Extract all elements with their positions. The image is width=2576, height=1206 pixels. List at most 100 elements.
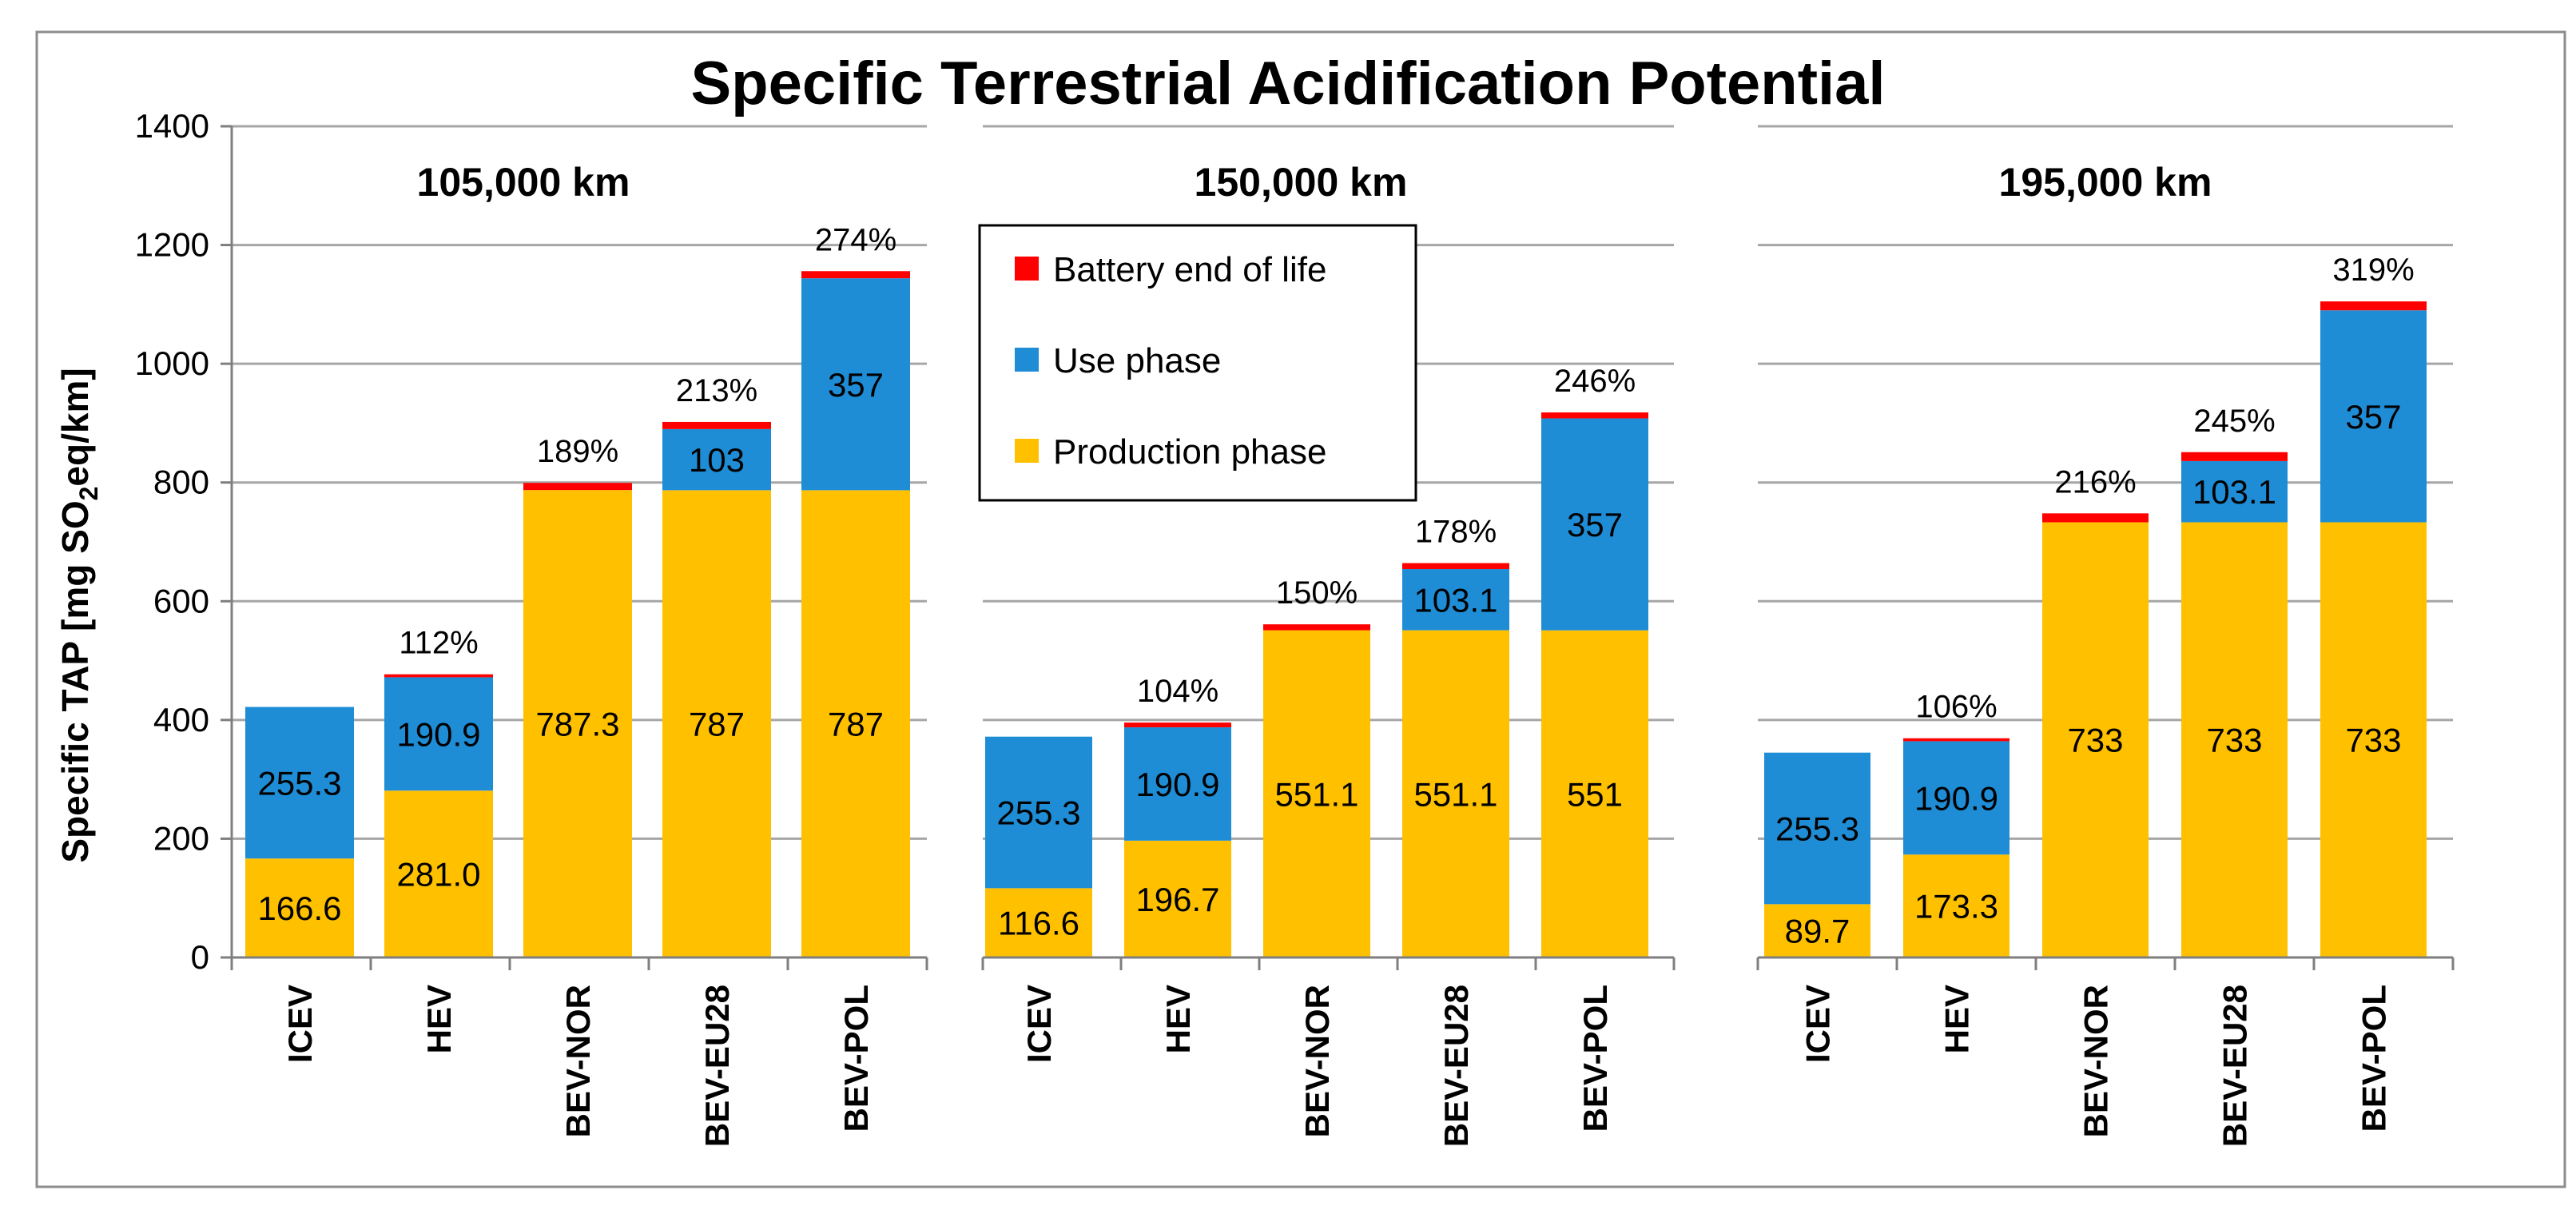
data-label-use: 190.9 bbox=[1914, 779, 1998, 817]
bar-segment-use bbox=[1903, 741, 2010, 855]
legend-swatch-use bbox=[1015, 348, 1039, 372]
x-tick-label: BEV-NOR bbox=[559, 985, 597, 1137]
percent-label: 245% bbox=[2193, 404, 2275, 439]
bar-segment-production bbox=[662, 490, 771, 957]
y-axis-label-main: Specific TAP [mg SO bbox=[54, 500, 96, 862]
bar-segment-production bbox=[1402, 630, 1509, 957]
data-label-use: 255.3 bbox=[257, 764, 341, 802]
percent-label: 319% bbox=[2332, 253, 2414, 288]
bars-layer bbox=[245, 271, 2427, 957]
bar-segment-battery bbox=[2042, 513, 2149, 523]
bar-segment-battery bbox=[1541, 412, 1648, 419]
y-tick-label: 400 bbox=[153, 701, 209, 738]
bar-segment-battery bbox=[1903, 738, 2010, 742]
bar-segment-battery bbox=[523, 483, 632, 491]
bar-segment-production bbox=[1764, 904, 1870, 957]
x-tick-label: BEV-POL bbox=[1576, 985, 1614, 1132]
bar-segment-use bbox=[1124, 727, 1231, 841]
bar-segment-battery bbox=[384, 674, 493, 678]
bar-segment-battery bbox=[1124, 722, 1231, 728]
y-tick-label: 1400 bbox=[135, 107, 209, 145]
percent-label: 216% bbox=[2054, 464, 2136, 500]
data-label-use: 357 bbox=[1567, 506, 1623, 543]
bar-segment-battery bbox=[662, 421, 771, 429]
bar-segment-use bbox=[384, 677, 493, 791]
data-label-production: 551.1 bbox=[1413, 775, 1497, 813]
data-label-production: 116.6 bbox=[998, 905, 1079, 942]
data-label-use: 357 bbox=[2345, 398, 2401, 436]
data-label-production: 733 bbox=[2206, 722, 2262, 759]
data-label-use: 357 bbox=[828, 366, 884, 404]
x-tick-label: ICEV bbox=[281, 985, 319, 1063]
y-tick-label: 1200 bbox=[135, 226, 209, 264]
x-tick-label: ICEV bbox=[1799, 985, 1837, 1063]
bar-segment-production bbox=[2181, 522, 2288, 957]
percent-label: 112% bbox=[399, 626, 478, 661]
bar-segment-production bbox=[1263, 630, 1370, 957]
bar-segment-production bbox=[1903, 854, 2010, 957]
bar-segment-use bbox=[1541, 418, 1648, 631]
bar-segment-use bbox=[2181, 460, 2288, 523]
data-label-use: 103 bbox=[689, 441, 745, 479]
legend-swatch-battery bbox=[1015, 257, 1039, 281]
data-label-use: 103.1 bbox=[1413, 581, 1497, 619]
axis-layer: 0 200 400 600 800 1000 1200 1400 bbox=[135, 107, 2455, 976]
data-label-production: 196.7 bbox=[1135, 881, 1219, 918]
bar-segment-use bbox=[985, 736, 1092, 889]
bar-segment-production bbox=[985, 888, 1092, 957]
y-tick-label: 1000 bbox=[135, 344, 209, 382]
x-tick-label: BEV-POL bbox=[2355, 985, 2393, 1132]
data-label-use: 190.9 bbox=[1135, 766, 1219, 803]
percent-label: 246% bbox=[1554, 364, 1636, 399]
panel-title: 195,000 km bbox=[1999, 160, 2212, 205]
bar-segment-battery bbox=[2181, 452, 2288, 461]
data-label-production: 89.7 bbox=[1785, 913, 1851, 950]
bar-segment-production bbox=[801, 490, 910, 957]
y-tick-label: 200 bbox=[153, 819, 209, 857]
data-label-production: 281.0 bbox=[396, 856, 480, 894]
legend-label: Battery end of life bbox=[1053, 250, 1326, 289]
data-label-production: 787.3 bbox=[535, 706, 619, 743]
bar-segment-use bbox=[1764, 752, 1870, 905]
percent-label: 213% bbox=[676, 373, 757, 408]
percent-label: 189% bbox=[537, 434, 618, 469]
x-tick-label: BEV-NOR bbox=[2077, 985, 2115, 1137]
x-tick-label: HEV bbox=[1159, 985, 1197, 1053]
x-tick-label: BEV-EU28 bbox=[2216, 985, 2254, 1147]
x-tick-label: BEV-EU28 bbox=[698, 985, 736, 1147]
percent-label: 178% bbox=[1415, 515, 1497, 550]
legend-label: Production phase bbox=[1053, 432, 1326, 472]
data-label-use: 190.9 bbox=[396, 715, 480, 753]
x-tick-label: HEV bbox=[420, 985, 458, 1053]
panel-title: 105,000 km bbox=[417, 160, 630, 205]
panel-title: 150,000 km bbox=[1195, 160, 1408, 205]
data-label-production: 551 bbox=[1567, 775, 1623, 813]
bar-segment-production bbox=[245, 858, 354, 957]
chart-title: Specific Terrestrial Acidification Poten… bbox=[690, 50, 1885, 117]
bar-segment-use bbox=[2320, 310, 2427, 523]
y-axis-label-tail: eq/km] bbox=[54, 368, 96, 486]
x-tick-label: BEV-NOR bbox=[1298, 985, 1336, 1137]
legend-box bbox=[978, 224, 1417, 502]
bar-segment-production bbox=[384, 790, 493, 957]
data-label-production: 551.1 bbox=[1274, 775, 1358, 813]
percent-label: 274% bbox=[815, 222, 896, 257]
x-tick-label: BEV-EU28 bbox=[1437, 985, 1475, 1147]
bar-segment-battery bbox=[1263, 624, 1370, 631]
percent-label: 150% bbox=[1276, 575, 1358, 611]
x-tick-label: BEV-POL bbox=[837, 985, 875, 1132]
x-tick-label: ICEV bbox=[1020, 985, 1058, 1063]
y-axis-label: Specific TAP [mg SO2eq/km] bbox=[54, 368, 103, 862]
legend-label: Use phase bbox=[1053, 341, 1221, 380]
bar-segment-production bbox=[2042, 522, 2149, 957]
percent-label: 106% bbox=[1915, 690, 1997, 725]
data-label-use: 255.3 bbox=[1775, 810, 1859, 848]
y-tick-label: 0 bbox=[191, 938, 209, 976]
bar-segment-use bbox=[1402, 569, 1509, 631]
bar-segment-production bbox=[2320, 522, 2427, 957]
bar-segment-use bbox=[801, 278, 910, 491]
data-label-production: 733 bbox=[2067, 722, 2123, 759]
percent-label: 104% bbox=[1137, 674, 1218, 709]
